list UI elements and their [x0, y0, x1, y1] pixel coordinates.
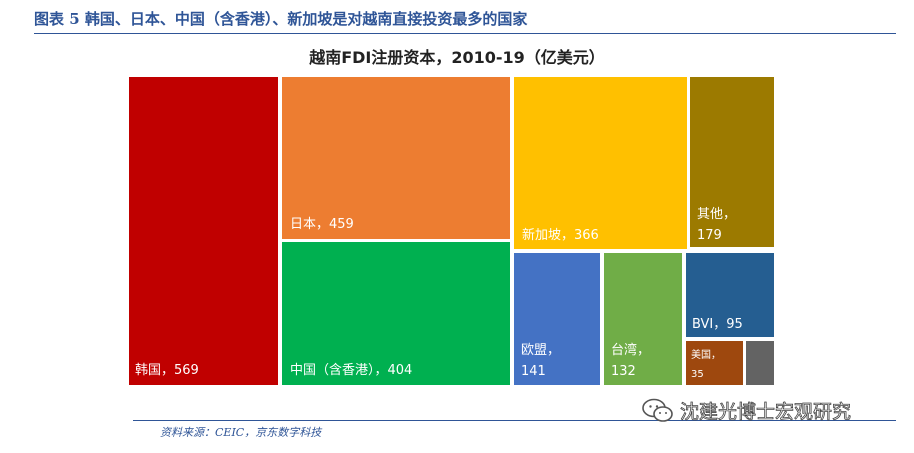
treemap-label: 美国， [691, 348, 721, 361]
treemap-tile: 其他， 179 [690, 77, 774, 247]
treemap-value-label: 35 [691, 369, 704, 380]
treemap-tile [746, 341, 774, 385]
treemap-tile: BVI，95 [686, 253, 774, 337]
watermark-text: 沈建光博士宏观研究 [680, 401, 852, 424]
treemap-label: 新加坡，366 [522, 227, 599, 243]
treemap-label: 中国（含香港），404 [290, 362, 412, 378]
treemap-label: 台湾， [611, 342, 650, 358]
figure-title: 图表 5 韩国、日本、中国（含香港）、新加坡是对越南直接投资最多的国家 [34, 10, 528, 28]
treemap-rect [686, 341, 743, 385]
source-rule [133, 420, 896, 421]
source-note: 资料来源：CEIC，京东数字科技 [160, 426, 322, 439]
treemap-tile: 台湾， 132 [604, 253, 682, 385]
treemap-value-label: 132 [611, 364, 636, 379]
treemap-tile: 韩国，569 [129, 77, 278, 385]
treemap-rect [746, 341, 774, 385]
treemap-rect [282, 77, 510, 239]
treemap-label: 欧盟， [521, 343, 560, 358]
treemap-rect [282, 242, 510, 385]
watermark: 沈建光博士宏观研究 [642, 397, 851, 424]
chart-title: 越南FDI注册资本，2010-19（亿美元） [309, 48, 605, 67]
treemap-value-label: 179 [697, 228, 722, 243]
treemap-label: BVI，95 [692, 317, 743, 332]
treemap-rect [604, 253, 682, 385]
treemap-tile: 日本，459 [282, 77, 510, 239]
treemap-tile: 欧盟， 141 [514, 253, 600, 385]
treemap-label: 韩国，569 [135, 363, 199, 378]
treemap-rect [514, 253, 600, 385]
treemap-rect [129, 77, 278, 385]
treemap-value-label: 141 [521, 364, 546, 379]
treemap-label: 其他， [697, 207, 736, 222]
treemap-tile: 新加坡，366 [514, 77, 687, 249]
wechat-icon [642, 398, 673, 422]
treemap-rect [686, 253, 774, 337]
treemap-rect [514, 77, 687, 249]
title-rule [34, 33, 896, 34]
treemap-label: 日本，459 [290, 217, 354, 232]
treemap-tile: 美国， 35 [686, 341, 743, 385]
treemap-tile: 中国（含香港），404 [282, 242, 510, 385]
treemap-rect [690, 77, 774, 247]
